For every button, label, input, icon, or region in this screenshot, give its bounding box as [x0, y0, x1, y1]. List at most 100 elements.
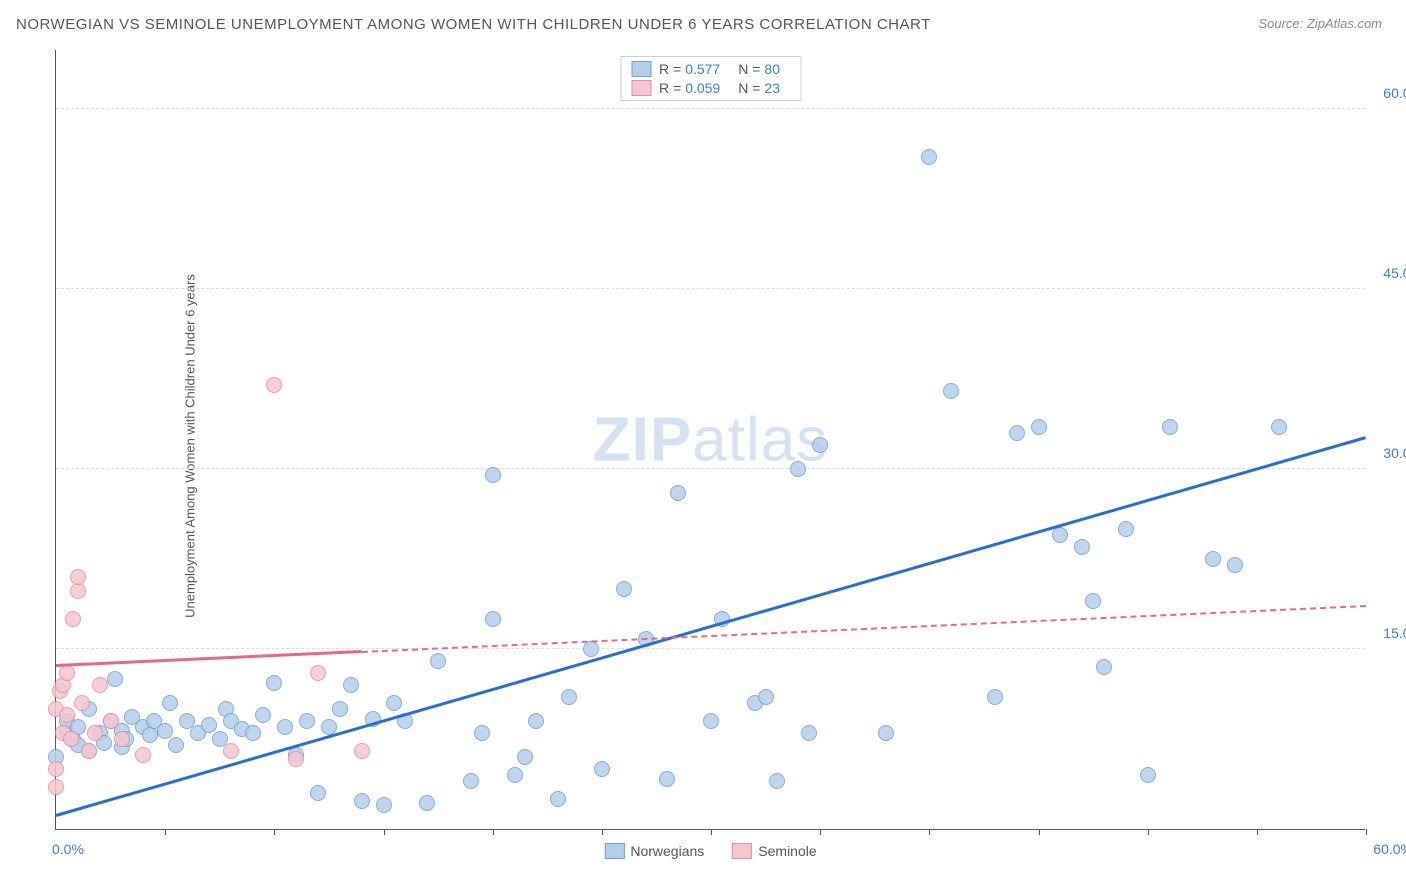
data-point [594, 761, 610, 777]
data-point [790, 461, 806, 477]
data-point [769, 773, 785, 789]
x-tick [1366, 829, 1367, 835]
data-point [59, 665, 75, 681]
data-point [550, 791, 566, 807]
data-point [430, 653, 446, 669]
data-point [310, 785, 326, 801]
swatch-norwegians-bottom [604, 843, 624, 859]
data-point [354, 743, 370, 759]
data-point [63, 731, 79, 747]
data-point [201, 717, 217, 733]
y-tick-label: 45.0% [1383, 265, 1406, 281]
data-point [354, 793, 370, 809]
data-point [168, 737, 184, 753]
x-tick [602, 829, 603, 835]
data-point [801, 725, 817, 741]
gridline [56, 648, 1365, 649]
x-tick [929, 829, 930, 835]
data-point [517, 749, 533, 765]
gridline [56, 288, 1365, 289]
y-tick-label: 60.0% [1383, 85, 1406, 101]
data-point [162, 695, 178, 711]
data-point [114, 731, 130, 747]
x-tick [711, 829, 712, 835]
data-point [288, 751, 304, 767]
data-point [81, 743, 97, 759]
data-point [758, 689, 774, 705]
swatch-seminole [631, 80, 651, 96]
data-point [1205, 551, 1221, 567]
data-point [616, 581, 632, 597]
swatch-seminole-bottom [732, 843, 752, 859]
data-point [87, 725, 103, 741]
data-point [1271, 419, 1287, 435]
data-point [419, 795, 435, 811]
data-point [703, 713, 719, 729]
data-point [463, 773, 479, 789]
data-point [1118, 521, 1134, 537]
data-point [1074, 539, 1090, 555]
x-axis-min: 0.0% [52, 841, 84, 857]
trend-line [362, 605, 1366, 653]
data-point [670, 485, 686, 501]
data-point [65, 611, 81, 627]
data-point [70, 583, 86, 599]
x-tick [1257, 829, 1258, 835]
data-point [474, 725, 490, 741]
data-point [659, 771, 675, 787]
data-point [255, 707, 271, 723]
series-legend: Norwegians Seminole [604, 843, 816, 859]
data-point [92, 677, 108, 693]
x-tick [274, 829, 275, 835]
gridline [56, 108, 1365, 109]
data-point [277, 719, 293, 735]
data-point [266, 377, 282, 393]
data-point [310, 665, 326, 681]
data-point [987, 689, 1003, 705]
x-tick [384, 829, 385, 835]
data-point [1085, 593, 1101, 609]
correlation-chart: NORWEGIAN VS SEMINOLE UNEMPLOYMENT AMONG… [0, 0, 1406, 892]
data-point [921, 149, 937, 165]
chart-title: NORWEGIAN VS SEMINOLE UNEMPLOYMENT AMONG… [16, 16, 931, 33]
plot-area: ZIPatlas 15.0%30.0%45.0%60.0% R =0.577 N… [55, 50, 1365, 830]
source-attribution: Source: ZipAtlas.com [1258, 16, 1382, 31]
legend-row-norwegians: R =0.577 N =80 [631, 61, 790, 77]
x-axis-max: 60.0% [1373, 841, 1406, 857]
data-point [343, 677, 359, 693]
data-point [142, 727, 158, 743]
data-point [107, 671, 123, 687]
data-point [583, 641, 599, 657]
x-tick [493, 829, 494, 835]
x-tick [165, 829, 166, 835]
data-point [223, 743, 239, 759]
data-point [1009, 425, 1025, 441]
swatch-norwegians [631, 61, 651, 77]
legend-row-seminole: R =0.059 N =23 [631, 80, 790, 96]
data-point [528, 713, 544, 729]
data-point [332, 701, 348, 717]
data-point [1140, 767, 1156, 783]
data-point [878, 725, 894, 741]
data-point [376, 797, 392, 813]
data-point [48, 761, 64, 777]
legend-item-norwegians: Norwegians [604, 843, 704, 859]
data-point [299, 713, 315, 729]
data-point [812, 437, 828, 453]
data-point [386, 695, 402, 711]
data-point [485, 611, 501, 627]
data-point [48, 779, 64, 795]
data-point [485, 467, 501, 483]
x-tick [1148, 829, 1149, 835]
data-point [266, 675, 282, 691]
y-tick-label: 30.0% [1383, 445, 1406, 461]
data-point [135, 747, 151, 763]
y-tick-label: 15.0% [1383, 625, 1406, 641]
data-point [1052, 527, 1068, 543]
x-tick [820, 829, 821, 835]
data-point [1031, 419, 1047, 435]
data-point [1096, 659, 1112, 675]
data-point [59, 707, 75, 723]
data-point [507, 767, 523, 783]
x-tick [1039, 829, 1040, 835]
